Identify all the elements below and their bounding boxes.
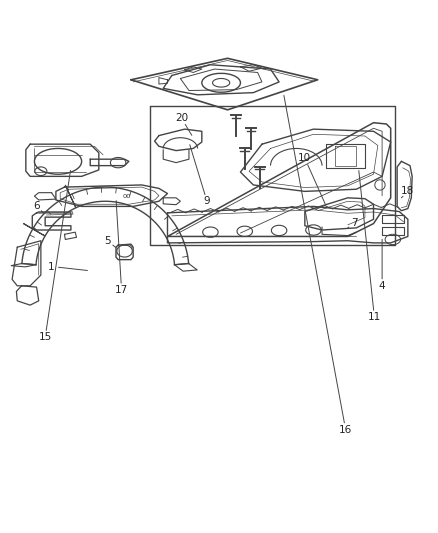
Text: 4: 4 — [379, 281, 385, 291]
Text: 9: 9 — [204, 196, 210, 206]
Text: 20: 20 — [175, 114, 188, 124]
Text: 10: 10 — [298, 154, 311, 163]
Text: 5: 5 — [104, 236, 111, 246]
Text: 7: 7 — [351, 217, 357, 228]
Text: 18: 18 — [401, 187, 414, 196]
Text: 11: 11 — [368, 312, 381, 322]
Text: 15: 15 — [39, 332, 52, 342]
Text: 6: 6 — [33, 200, 40, 211]
Text: oo: oo — [123, 193, 131, 199]
Text: 17: 17 — [115, 285, 128, 295]
Text: 1: 1 — [48, 262, 55, 271]
Text: 16: 16 — [339, 425, 352, 434]
